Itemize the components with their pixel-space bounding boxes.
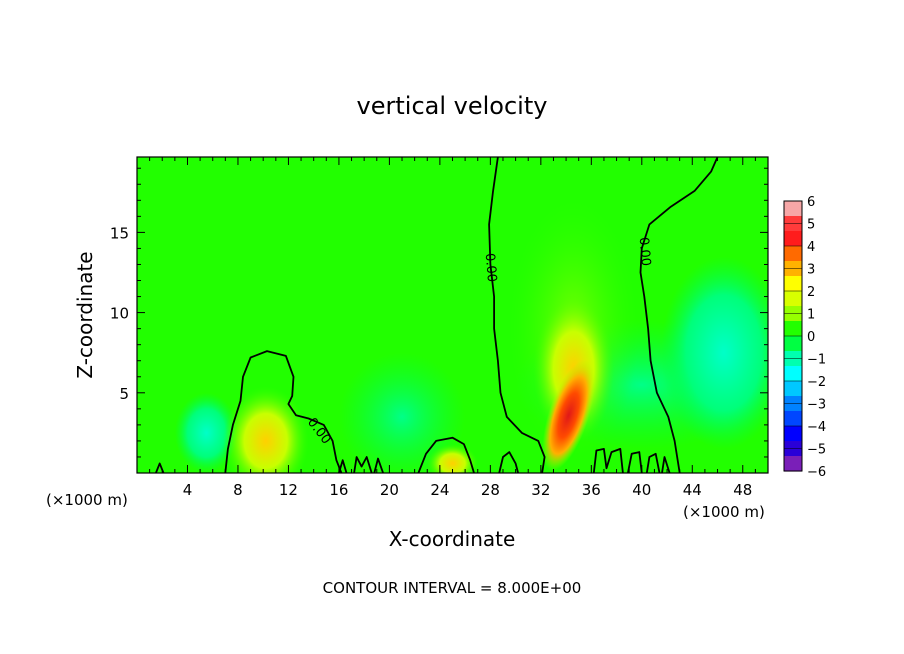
field-blob-mid-updraft <box>427 444 478 473</box>
zero-contour-4 <box>353 456 373 473</box>
zero-contour-10 <box>661 456 671 473</box>
colorbar-tick-label: 6 <box>807 195 815 210</box>
colorbar-tick-label: 5 <box>807 218 815 233</box>
x-tick-label: 12 <box>279 481 298 499</box>
colorbar-swatch <box>784 366 802 382</box>
contour-label: 0.00 <box>482 253 499 283</box>
x-tick-label: 20 <box>380 481 399 499</box>
chart-title: vertical velocity <box>357 92 548 120</box>
colorbar-tick-label: −2 <box>807 375 826 390</box>
colorbar-tick-label: −5 <box>807 443 826 458</box>
colorbar-tick-label: −6 <box>807 465 826 480</box>
field-blob-updraft-core <box>542 359 595 471</box>
x-tick-label: 24 <box>430 481 449 499</box>
zero-contour-5 <box>373 457 384 473</box>
colorbar-swatch <box>784 246 802 262</box>
colorbar-swatch <box>784 336 802 352</box>
y-tick-label: 5 <box>119 385 129 403</box>
x-tick-label: 40 <box>632 481 651 499</box>
field-blob-right-downdraft <box>660 256 768 449</box>
zero-contour-9 <box>645 452 661 473</box>
x-tick-label: 4 <box>183 481 193 499</box>
contour-label: 0.00 <box>636 237 653 267</box>
x-axis-label: X-coordinate <box>389 527 516 551</box>
colorbar-swatch <box>784 291 802 307</box>
y-tick-label: 15 <box>110 224 129 242</box>
zero-contour-3 <box>417 436 475 473</box>
colorbar-swatch <box>784 381 802 397</box>
x-tick-label: 16 <box>329 481 348 499</box>
field-layer <box>174 197 768 473</box>
colorbar-tick-label: 2 <box>807 285 815 300</box>
zero-contour-6 <box>498 451 519 473</box>
x-unit-left: (×1000 m) <box>46 491 128 509</box>
contour-interval-footer: CONTOUR INTERVAL = 8.000E+00 <box>323 579 582 597</box>
colorbar-tick-label: 0 <box>807 330 815 345</box>
zero-contour-11 <box>338 459 348 473</box>
colorbar: 6 5 4 3 2 1 0 −1 −2 −3 −4 −5 −6 <box>783 195 826 480</box>
colorbar-tick-label: 1 <box>807 308 815 323</box>
colorbar-tick-label: 4 <box>807 240 815 255</box>
zero-contour-1 <box>488 157 546 473</box>
x-tick-label: 36 <box>582 481 601 499</box>
colorbar-swatch <box>784 276 802 292</box>
zero-contour-7 <box>592 448 624 473</box>
x-tick-label: 28 <box>481 481 500 499</box>
zero-contour-8 <box>627 451 643 473</box>
x-unit-right: (×1000 m) <box>683 503 765 521</box>
colorbar-swatch <box>784 411 802 427</box>
colorbar-swatch <box>784 231 802 247</box>
x-tick-label: 44 <box>683 481 702 499</box>
zero-contour-0 <box>224 350 343 473</box>
colorbar-swatch <box>784 321 802 337</box>
field-blob-left-downdraft <box>174 392 238 473</box>
colorbar-tick-label: 3 <box>807 263 815 278</box>
x-tick-label: 48 <box>733 481 752 499</box>
zero-contour-2 <box>639 157 719 473</box>
colorbar-tick-label: −3 <box>807 398 826 413</box>
colorbar-tick-label: −1 <box>807 353 826 368</box>
field-blob-left-updraft <box>222 386 309 473</box>
y-tick-label: 10 <box>110 305 129 323</box>
y-axis-label: Z-coordinate <box>73 251 97 378</box>
colorbar-swatch <box>784 456 802 472</box>
colorbar-tick-label: −4 <box>807 420 826 435</box>
colorbar-swatch <box>784 426 802 442</box>
x-tick-label: 32 <box>531 481 550 499</box>
x-tick-label: 8 <box>233 481 243 499</box>
colorbar-swatch <box>784 201 802 217</box>
